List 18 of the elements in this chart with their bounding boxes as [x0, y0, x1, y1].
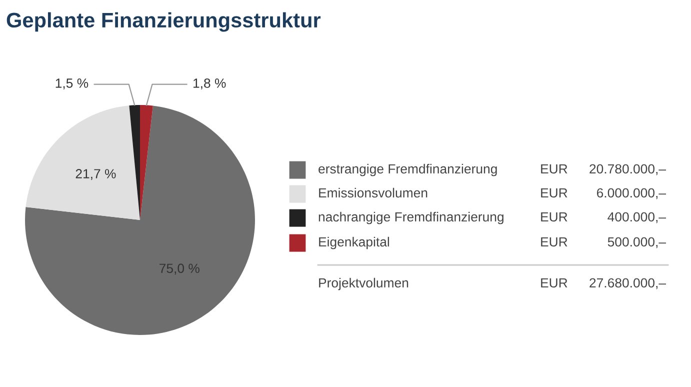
- legend-label: erstrangige Fremdfinanzierung: [318, 164, 497, 176]
- pie-slice: [26, 106, 140, 220]
- data-label: 75,0 %: [160, 264, 200, 275]
- pie-slice: [129, 105, 140, 220]
- data-label: 1,8 %: [194, 78, 226, 90]
- data-label: 1,5 %: [56, 78, 88, 90]
- legend-label: Emissionsvolumen: [319, 188, 428, 198]
- text: Projektvolumen EUR 27.680.000,–: [319, 278, 666, 290]
- legend-label: nachrangige Fremdfinanzierung: [318, 212, 504, 224]
- pie-slice: [25, 106, 255, 335]
- chart-title: Geplante Finanzierungsstruktur: [6, 12, 321, 32]
- pie-slice: [140, 105, 153, 220]
- text: EUR 20.780.000,–: [541, 164, 666, 176]
- data-label: 21,7 %: [76, 169, 116, 180]
- legend-label: Eigenkapital: [319, 236, 390, 250]
- text: EUR 6.000.000,–: [541, 188, 666, 200]
- text: EUR 500.000,–: [541, 237, 666, 248]
- text: EUR 400.000,–: [541, 212, 666, 224]
